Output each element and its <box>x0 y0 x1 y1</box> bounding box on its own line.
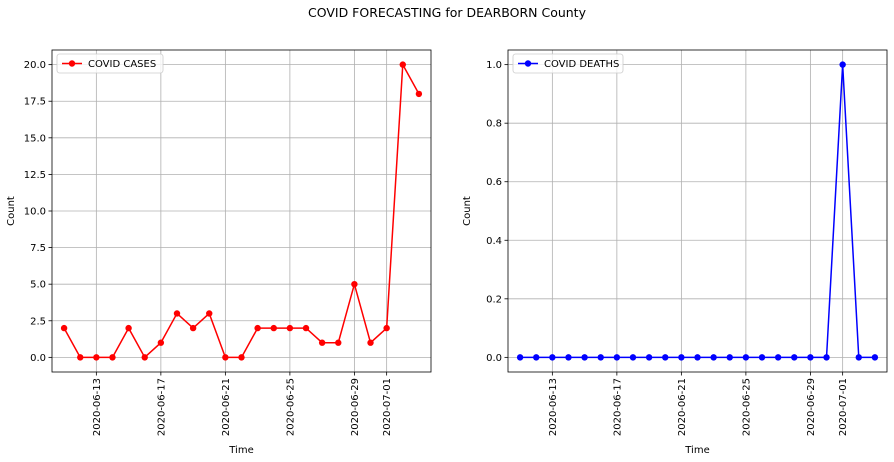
deaths-data-point <box>855 354 862 361</box>
cases-chart-panel: 0.0 2.5 5.0 7.5 10.0 12.5 15.0 17.5 20.0 2020-06-… <box>6 49 432 456</box>
y-tick-label: 15.0 <box>24 133 46 144</box>
y-tick-label: 17.5 <box>24 97 46 108</box>
deaths-data-point <box>871 354 879 361</box>
cases-data-point <box>77 354 84 361</box>
cases-data-point <box>125 324 132 332</box>
cases-data-point <box>93 354 100 361</box>
deaths-data-point <box>742 354 750 361</box>
y-tick-label: 7.5 <box>30 243 46 254</box>
x-tick-label: 2020-06-29 <box>806 378 817 436</box>
deaths-data-point <box>516 354 524 361</box>
deaths-data-point <box>629 354 637 361</box>
y-axis-label: Count <box>462 196 473 226</box>
cases-data-point <box>286 324 294 332</box>
cases-data-point <box>189 324 197 332</box>
y-tick-label: 0.8 <box>486 119 502 130</box>
legend-box <box>56 53 164 74</box>
deaths-data-point <box>597 354 604 361</box>
deaths-data-point <box>726 354 733 361</box>
cases-data-point <box>206 310 213 317</box>
y-axis-label: Count <box>6 196 17 226</box>
cases-data-point <box>60 324 68 332</box>
deaths-data-point <box>758 354 766 361</box>
cases-data-point <box>270 324 277 332</box>
cases-data-point <box>109 354 116 361</box>
figure-title: COVID FORECASTING for DEARBORN County <box>308 5 586 20</box>
deaths-data-point <box>710 354 717 361</box>
cases-data-point <box>157 339 165 346</box>
cases-data-point <box>173 310 181 317</box>
deaths-data-point <box>774 354 782 361</box>
x-tick-label: 2020-06-21 <box>221 378 232 436</box>
cases-data-point <box>238 354 245 361</box>
x-axis-label: Time <box>684 445 709 456</box>
cases-data-point <box>351 280 358 288</box>
legend-marker-swatch <box>524 60 532 67</box>
deaths-data-point <box>791 354 798 361</box>
cases-data-point <box>367 339 374 346</box>
x-tick-label: 2020-06-13 <box>548 378 559 436</box>
deaths-chart-panel: 0.0 0.2 0.4 0.6 0.8 1.0 2020-06-13 2020-06-17 20… <box>462 49 888 456</box>
y-tick-label: 5.0 <box>30 280 46 291</box>
deaths-data-point <box>549 354 556 361</box>
deaths-data-point <box>565 354 572 361</box>
y-tick-label: 0.0 <box>486 353 502 364</box>
cases-data-point <box>141 354 148 361</box>
deaths-data-point <box>645 354 653 361</box>
deaths-data-point <box>823 354 830 361</box>
cases-data-point <box>335 339 342 346</box>
y-tick-label: 12.5 <box>24 170 46 181</box>
x-tick-label: 2020-06-25 <box>741 378 752 436</box>
cases-data-point <box>383 324 390 332</box>
y-tick-label: 20.0 <box>24 60 46 71</box>
x-tick-label: 2020-06-29 <box>350 378 361 436</box>
x-tick-label: 2020-07-01 <box>838 378 849 436</box>
y-tick-label: 0.4 <box>486 236 502 247</box>
legend-box <box>512 53 624 74</box>
deaths-data-point <box>581 354 588 361</box>
cases-data-point <box>415 90 423 98</box>
deaths-data-point <box>662 354 669 361</box>
x-tick-label: 2020-06-25 <box>285 378 296 436</box>
y-tick-label: 2.5 <box>30 316 46 327</box>
deaths-data-point <box>807 354 814 361</box>
legend-label: COVID CASES <box>88 59 156 70</box>
x-axis-label: Time <box>228 445 253 456</box>
x-tick-label: 2020-06-13 <box>92 378 103 436</box>
cases-data-point <box>399 61 406 68</box>
deaths-data-point <box>678 354 685 361</box>
cases-data-point <box>318 339 326 346</box>
cases-data-point <box>302 324 310 332</box>
y-tick-label: 0.2 <box>486 294 502 305</box>
y-tick-label: 0.0 <box>30 353 46 364</box>
x-tick-label: 2020-06-21 <box>677 378 688 436</box>
deaths-data-point <box>533 354 540 361</box>
x-tick-label: 2020-06-17 <box>612 378 623 436</box>
deaths-data-point <box>613 354 621 361</box>
deaths-data-point <box>694 354 701 361</box>
y-tick-label: 1.0 <box>486 60 502 71</box>
cases-data-point <box>222 354 229 361</box>
axes-frame <box>507 49 888 373</box>
x-tick-label: 2020-07-01 <box>382 378 393 436</box>
x-tick-label: 2020-06-17 <box>156 378 167 436</box>
cases-data-point <box>254 324 261 332</box>
legend-marker-swatch <box>68 60 76 67</box>
deaths-series-line <box>520 64 875 359</box>
deaths-data-point <box>839 61 846 68</box>
y-tick-label: 10.0 <box>24 207 46 218</box>
y-tick-label: 0.6 <box>486 177 502 188</box>
legend-label: COVID DEATHS <box>544 59 619 70</box>
